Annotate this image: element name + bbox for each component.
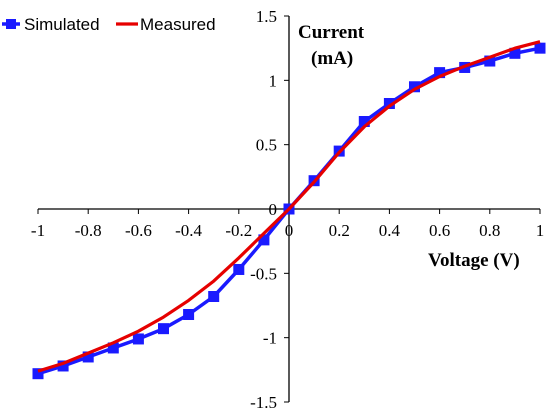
legend-simulated-marker [6, 19, 16, 29]
simulated-data-point [183, 309, 195, 321]
x-axis-ticks: -1 -0.8 -0.6 -0.4 -0.2 0 0.2 0.4 0.6 0.8 1 [31, 209, 544, 240]
x-tick-label: 0.4 [379, 221, 401, 240]
x-tick-label: -1 [31, 221, 45, 240]
x-tick-label: -0.2 [225, 221, 252, 240]
y-tick-label: 1.5 [256, 7, 277, 26]
simulated-data-point [82, 351, 94, 363]
x-tick-label: 1 [536, 221, 545, 240]
legend: Simulated Measured [2, 15, 216, 34]
simulated-data-point [358, 116, 370, 128]
simulated-data-point [208, 290, 220, 302]
simulated-data-point [484, 55, 496, 67]
x-tick-label: -0.8 [75, 221, 102, 240]
x-tick-label: -0.6 [125, 221, 152, 240]
simulated-data-point [107, 342, 119, 354]
x-tick-label: 0 [285, 221, 294, 240]
simulated-data-point [509, 47, 521, 59]
x-tick-label: 0.2 [329, 221, 350, 240]
y-tick-label: -1 [263, 329, 277, 348]
legend-simulated-label: Simulated [24, 15, 100, 34]
simulated-data-point [57, 360, 69, 372]
simulated-data-point [409, 81, 420, 93]
simulated-data-point [258, 234, 270, 246]
simulated-data-point [233, 263, 245, 275]
y-tick-label: -0.5 [250, 264, 277, 283]
y-axis-title-line2: (mA) [311, 48, 353, 69]
y-tick-label: 0 [269, 200, 278, 219]
y-tick-label: -1.5 [250, 393, 277, 412]
series-layer [32, 40, 546, 380]
y-axis-title-line1: Current [298, 22, 365, 43]
simulated-data-point [32, 368, 44, 380]
simulated-data-point [383, 97, 395, 109]
legend-measured-label: Measured [140, 15, 216, 34]
y-tick-label: 1 [269, 71, 278, 90]
x-tick-label: -0.4 [175, 221, 202, 240]
x-tick-label: 0.6 [429, 221, 450, 240]
x-axis-title: Voltage (V) [428, 250, 520, 271]
simulated-data-point [132, 333, 144, 345]
x-tick-label: 0.8 [479, 221, 500, 240]
y-tick-label: 0.5 [256, 136, 277, 155]
simulated-data-point [434, 67, 446, 79]
simulated-data-point [158, 323, 169, 335]
simulated-data-point [534, 42, 546, 54]
y-axis-ticks: 1.5 1 0.5 0 -0.5 -1 -1.5 [250, 7, 289, 412]
measured-series-line [37, 40, 541, 373]
